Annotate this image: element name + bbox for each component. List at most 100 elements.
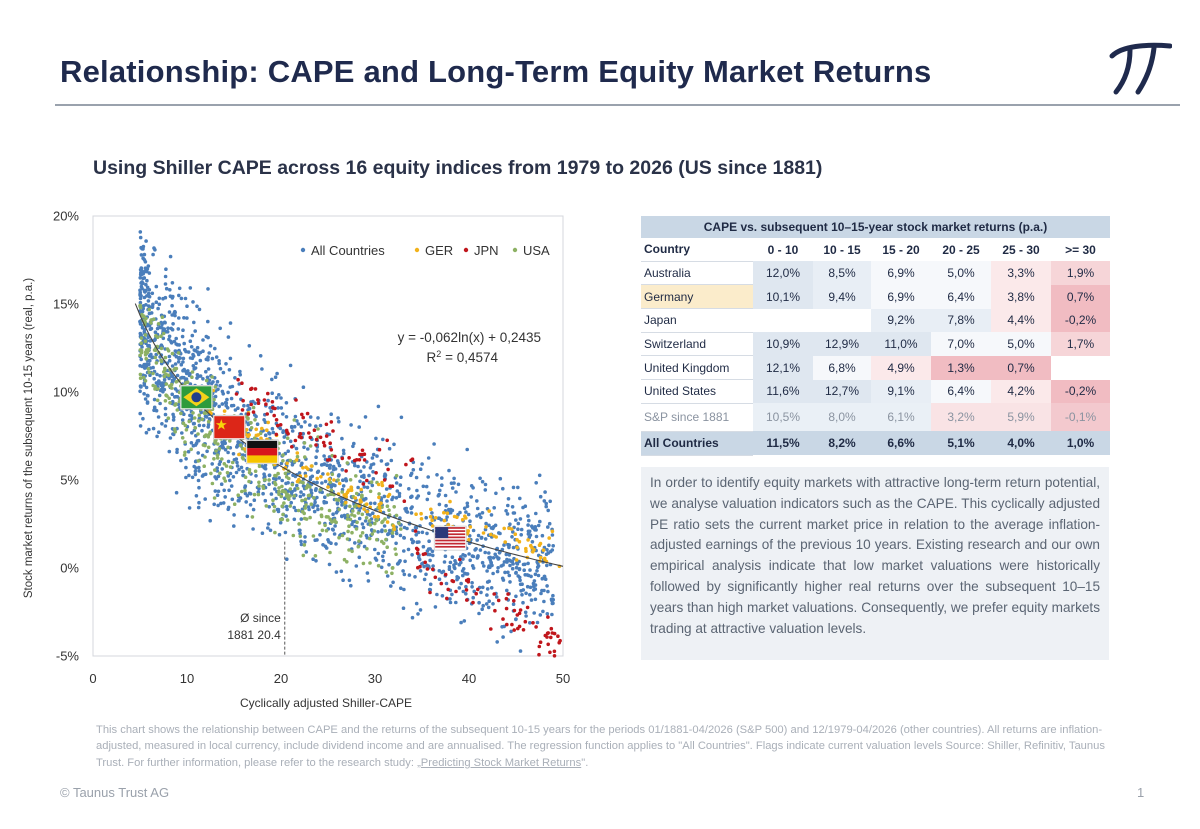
usa-point xyxy=(174,380,179,384)
usa-point xyxy=(202,464,206,469)
table-row: S&P since 1881 10,5% 8,0% 6,1% 3,2% 5,9% -0,1% xyxy=(641,403,1111,432)
regression-line xyxy=(134,303,564,567)
jpn-point xyxy=(510,622,514,627)
all-countries-point xyxy=(374,436,378,441)
value-cell: 1,3% xyxy=(931,355,991,380)
all-countries-point xyxy=(495,640,500,644)
all-countries-point xyxy=(238,369,242,374)
all-countries-point xyxy=(147,311,152,316)
usa-point xyxy=(360,512,365,517)
research-study-link[interactable]: „Predicting Stock Market Returns xyxy=(417,756,582,769)
ger-point xyxy=(244,427,249,432)
all-countries-point xyxy=(146,291,151,296)
value-cell: 9,4% xyxy=(813,284,871,309)
all-countries-point xyxy=(147,294,152,299)
ger-point xyxy=(237,452,241,457)
all-countries-point xyxy=(315,449,319,453)
all-countries-point xyxy=(166,326,170,331)
all-countries-point xyxy=(450,592,454,597)
jpn-point xyxy=(307,431,311,435)
all-countries-point xyxy=(322,501,327,505)
all-countries-point xyxy=(298,528,302,533)
all-countries-point xyxy=(462,506,467,511)
all-countries-point xyxy=(150,304,155,309)
all-countries-point xyxy=(309,488,313,493)
value-cell: 9,2% xyxy=(871,308,931,333)
all-countries-point xyxy=(156,415,161,419)
all-countries-point xyxy=(483,537,488,541)
all-countries-point xyxy=(327,562,332,567)
all-countries-point xyxy=(306,505,311,509)
footnote: This chart shows the relationship betwee… xyxy=(96,722,1112,771)
ger-point xyxy=(460,517,465,522)
all-countries-point xyxy=(462,619,467,623)
all-countries-point xyxy=(522,568,526,572)
all-countries-point xyxy=(146,264,151,268)
usa-point xyxy=(352,514,357,518)
usa-point xyxy=(210,375,214,379)
ger-point xyxy=(326,472,330,476)
jpn-point xyxy=(357,458,362,462)
table-row: United States 11,6% 12,7% 9,1% 6,4% 4,2% -0,2% xyxy=(641,379,1111,404)
usa-point xyxy=(288,487,293,491)
usa-point xyxy=(297,522,301,526)
country-cell: All Countries xyxy=(641,431,753,456)
usa-point xyxy=(173,403,177,407)
all-countries-point xyxy=(187,473,191,478)
all-countries-point xyxy=(535,569,539,573)
all-countries-point xyxy=(154,408,159,413)
usa-point xyxy=(353,504,357,509)
usa-point xyxy=(175,408,180,412)
all-countries-point xyxy=(254,414,258,419)
all-countries-point xyxy=(195,376,199,380)
jpn-point xyxy=(433,575,438,580)
all-countries-point xyxy=(228,321,233,325)
all-countries-point xyxy=(138,331,143,336)
all-countries-point xyxy=(481,585,485,590)
jpn-point xyxy=(274,418,279,422)
all-countries-point xyxy=(389,584,393,588)
ger-point xyxy=(304,465,308,470)
all-countries-point xyxy=(162,387,167,392)
all-countries-point xyxy=(270,377,274,382)
all-countries-point xyxy=(452,481,456,485)
all-countries-point xyxy=(526,532,531,536)
ger-point xyxy=(362,507,366,511)
all-countries-point xyxy=(335,459,340,463)
usa-point xyxy=(169,382,174,387)
all-countries-point xyxy=(274,396,279,400)
ger-point xyxy=(332,478,336,482)
all-countries-point xyxy=(428,558,432,563)
all-countries-point xyxy=(195,345,200,350)
usa-point xyxy=(367,519,372,523)
all-countries-point xyxy=(182,341,186,346)
usa-point xyxy=(263,477,267,482)
all-countries-point xyxy=(189,345,194,349)
all-countries-point xyxy=(483,482,488,487)
all-countries-point xyxy=(247,344,252,348)
all-countries-point xyxy=(477,600,481,605)
all-countries-point xyxy=(426,552,430,557)
all-countries-point xyxy=(276,406,280,410)
jpn-point xyxy=(318,435,323,440)
all-countries-point xyxy=(281,412,285,416)
jpn-point xyxy=(515,613,520,617)
x-tick-label: 0 xyxy=(89,671,96,686)
value-cell: 10,1% xyxy=(753,284,813,309)
value-cell: 4,0% xyxy=(991,431,1051,455)
all-countries-point xyxy=(507,558,512,562)
ger-point xyxy=(297,477,301,482)
all-countries-point xyxy=(163,282,168,286)
all-countries-point xyxy=(461,573,465,578)
all-countries-point xyxy=(489,513,494,517)
usa-point xyxy=(204,433,208,437)
all-countries-point xyxy=(337,463,342,468)
all-countries-point xyxy=(142,252,147,257)
all-countries-point xyxy=(226,390,230,395)
usa-point xyxy=(163,399,168,403)
value-cell: 0,7% xyxy=(1051,284,1111,309)
ger-point xyxy=(529,543,533,548)
usa-point xyxy=(277,489,281,494)
all-countries-point xyxy=(479,590,483,595)
cape-returns-table-container: CAPE vs. subsequent 10–15-year stock mar… xyxy=(641,216,1111,456)
